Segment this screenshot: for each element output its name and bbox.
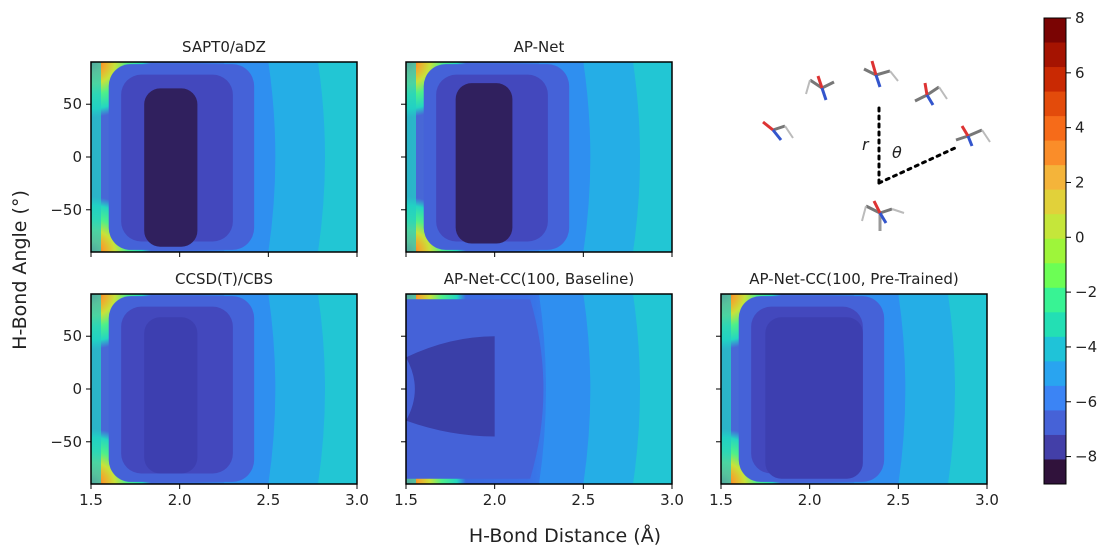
x-tick-label: 1.5 bbox=[79, 491, 103, 509]
molecule-icon bbox=[762, 120, 794, 141]
x-tick-label: 2.0 bbox=[798, 491, 822, 509]
heatmap-panel: SAPT0/aDZ 50 0 −50 bbox=[50, 38, 358, 257]
contour-band bbox=[632, 62, 672, 252]
colorbar-segment bbox=[1044, 116, 1066, 142]
y-tick-label: 0 bbox=[72, 148, 82, 166]
contour-band bbox=[317, 62, 357, 252]
colorbar-segment bbox=[1044, 312, 1066, 338]
panel-title: AP-Net-CC(100, Pre-Trained) bbox=[749, 270, 959, 288]
contour-band bbox=[317, 294, 357, 484]
colorbar-tick-label: −6 bbox=[1075, 393, 1097, 411]
molecule-icon bbox=[805, 75, 835, 101]
panel-title: CCSD(T)/CBS bbox=[175, 270, 273, 288]
contour-band bbox=[632, 294, 672, 484]
x-tick-label: 2.5 bbox=[886, 491, 910, 509]
contour-edge bbox=[91, 62, 101, 252]
contour-min bbox=[455, 83, 513, 244]
colorbar-segment bbox=[1044, 459, 1066, 485]
colorbar-tick-label: 0 bbox=[1075, 228, 1085, 246]
x-axis-label: H-Bond Distance (Å) bbox=[469, 524, 661, 547]
molecule-icon bbox=[863, 60, 899, 88]
colorbar-tick-label: 6 bbox=[1075, 64, 1085, 82]
colorbar-tick-label: 8 bbox=[1075, 9, 1085, 27]
colorbar-tick-label: 4 bbox=[1075, 119, 1085, 137]
colorbar-segment bbox=[1044, 67, 1066, 93]
x-tick-label: 3.0 bbox=[975, 491, 999, 509]
colorbar-segment bbox=[1044, 18, 1066, 44]
y-tick-label: −50 bbox=[50, 433, 82, 451]
y-tick-label: 0 bbox=[72, 380, 82, 398]
heatmap-panel: CCSD(T)/CBS 1.5 2.0 2.5 3.0 50 0 −50 bbox=[50, 270, 369, 509]
x-tick-label: 3.0 bbox=[660, 491, 684, 509]
contour-edge bbox=[91, 294, 101, 484]
colorbar-segment bbox=[1044, 189, 1066, 215]
heatmap-panel: AP-Net bbox=[401, 38, 673, 257]
colorbar-tick-label: −2 bbox=[1075, 283, 1097, 301]
angle-line bbox=[877, 146, 957, 185]
y-tick-label: 50 bbox=[63, 327, 82, 345]
colorbar-segment bbox=[1044, 336, 1066, 362]
contour-edge bbox=[406, 62, 416, 252]
x-tick-label: 2.5 bbox=[571, 491, 595, 509]
contour-edge bbox=[721, 294, 731, 484]
colorbar-frame bbox=[1043, 17, 1067, 485]
panel-title: AP-Net-CC(100, Baseline) bbox=[444, 270, 635, 288]
r-label: r bbox=[862, 135, 870, 154]
panels: SAPT0/aDZ 50 0 −50 AP-Net CCSD(T)/CBS 1.5 2.0 2.… bbox=[50, 38, 999, 509]
y-tick-label: −50 bbox=[50, 201, 82, 219]
heatmap-panel: AP-Net-CC(100, Pre-Trained) 1.5 2.0 2.5 3.0 bbox=[709, 270, 999, 509]
contour-min bbox=[144, 317, 198, 474]
colorbar-segment bbox=[1044, 263, 1066, 289]
colorbar-segment bbox=[1044, 91, 1066, 117]
colorbar-segment bbox=[1044, 238, 1066, 264]
x-tick-label: 3.0 bbox=[345, 491, 369, 509]
colorbar-tick-label: −8 bbox=[1075, 448, 1097, 466]
molecule-inset: r θ bbox=[762, 60, 991, 231]
x-tick-label: 2.5 bbox=[256, 491, 280, 509]
colorbar-segment bbox=[1044, 434, 1066, 460]
contour-min bbox=[406, 336, 495, 437]
panel-title: SAPT0/aDZ bbox=[182, 38, 266, 56]
molecule-icon bbox=[955, 125, 991, 147]
colorbar-tick-label: 2 bbox=[1075, 173, 1085, 191]
colorbar-segment bbox=[1044, 165, 1066, 191]
panel-title: AP-Net bbox=[514, 38, 565, 56]
x-tick-label: 2.0 bbox=[483, 491, 507, 509]
x-tick-label: 2.0 bbox=[168, 491, 192, 509]
x-tick-label: 1.5 bbox=[709, 491, 733, 509]
colorbar-segment bbox=[1044, 140, 1066, 166]
colorbar-segment bbox=[1044, 42, 1066, 68]
heatmap-panel: AP-Net-CC(100, Baseline) 1.5 2.0 2.5 3.0 bbox=[394, 270, 684, 509]
x-tick-label: 1.5 bbox=[394, 491, 418, 509]
colorbar-segment bbox=[1044, 361, 1066, 387]
contour-min bbox=[144, 88, 198, 247]
colorbar-segment bbox=[1044, 385, 1066, 411]
colorbar-segment bbox=[1044, 410, 1066, 436]
y-axis-label: H-Bond Angle (°) bbox=[9, 190, 31, 350]
molecule-icon bbox=[861, 200, 905, 231]
y-tick-label: 50 bbox=[63, 95, 82, 113]
colorbar-tick-label: −4 bbox=[1075, 338, 1097, 356]
contour-band bbox=[947, 294, 987, 484]
colorbar-segment bbox=[1044, 214, 1066, 240]
theta-label: θ bbox=[892, 143, 902, 162]
colorbar-segment bbox=[1044, 287, 1066, 313]
molecule-icon bbox=[914, 82, 948, 106]
colorbar: 8 6 4 2 0 −2 −4 −6 −8 bbox=[1043, 9, 1097, 485]
contour-min bbox=[765, 317, 863, 479]
